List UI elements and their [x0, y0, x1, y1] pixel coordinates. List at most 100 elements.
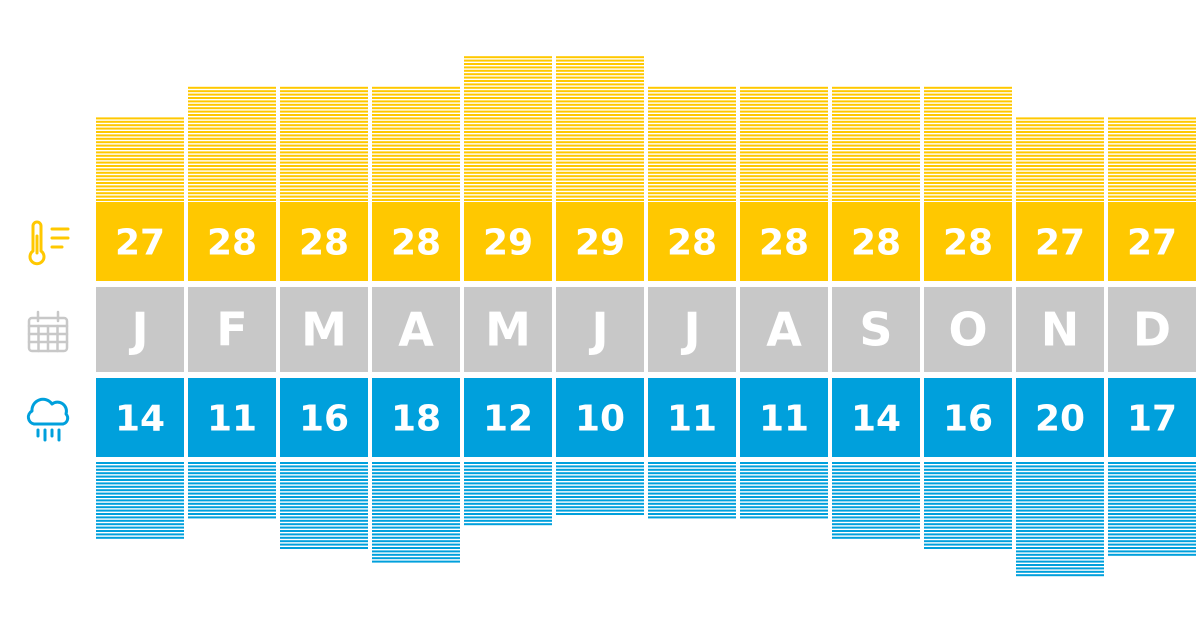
temperature-hatch: [648, 86, 736, 201]
temperature-hatch: [924, 86, 1012, 201]
precipitation-hatch: [648, 462, 736, 519]
temperature-hatch: [1016, 117, 1104, 201]
precipitation-value-label: 11: [207, 399, 257, 440]
precipitation-bar: [96, 378, 184, 457]
temperature-hatch: [372, 86, 460, 201]
precipitation-bar: [556, 378, 644, 457]
month-cell: [556, 287, 644, 372]
month-cell: [924, 287, 1012, 372]
precipitation-bar: [464, 378, 552, 457]
precipitation-value-label: 10: [575, 399, 625, 440]
thermometer-icon: [28, 220, 70, 266]
month-column: 28 J 11: [648, 86, 736, 519]
month-label: A: [766, 303, 802, 357]
month-label: M: [301, 303, 347, 357]
month-label: O: [948, 303, 987, 357]
temperature-value-label: 27: [1127, 223, 1177, 264]
precipitation-value-label: 14: [115, 399, 165, 440]
temperature-value-label: 27: [1035, 223, 1085, 264]
temperature-value-label: 29: [575, 223, 625, 264]
month-column: 27 D 17: [1108, 117, 1196, 556]
rain-cloud-icon: [26, 397, 70, 442]
month-column: 28 O 16: [924, 86, 1012, 549]
temperature-bar: [464, 202, 552, 281]
precipitation-value-label: 11: [759, 399, 809, 440]
precipitation-value-label: 18: [391, 399, 441, 440]
precipitation-value-label: 16: [299, 399, 349, 440]
temperature-bar: [1108, 202, 1196, 281]
month-column: 28 F 11: [188, 86, 276, 519]
temperature-bar: [280, 202, 368, 281]
month-label: F: [216, 303, 247, 357]
precipitation-value-label: 17: [1127, 399, 1177, 440]
precipitation-hatch: [556, 462, 644, 515]
month-column: 28 S 14: [832, 86, 920, 539]
precipitation-bar: [740, 378, 828, 457]
month-column: 28 A 11: [740, 86, 828, 519]
precipitation-bar: [280, 378, 368, 457]
month-cell: [1016, 287, 1104, 372]
temperature-value-label: 28: [851, 223, 901, 264]
month-cell: [96, 287, 184, 372]
month-label: M: [485, 303, 531, 357]
temperature-hatch: [188, 86, 276, 201]
temperature-bar: [188, 202, 276, 281]
temperature-value-label: 28: [391, 223, 441, 264]
temperature-hatch: [556, 56, 644, 201]
temperature-bar: [648, 202, 736, 281]
temperature-value-label: 29: [483, 223, 533, 264]
month-column: 27 J 14: [96, 117, 184, 539]
temperature-hatch: [96, 117, 184, 201]
precipitation-value-label: 12: [483, 399, 533, 440]
temperature-bar: [924, 202, 1012, 281]
precipitation-value-label: 20: [1035, 399, 1085, 440]
month-label: S: [859, 303, 892, 357]
month-column: 29 M 12: [464, 56, 552, 526]
month-cell: [464, 287, 552, 372]
month-label: J: [588, 303, 608, 357]
precipitation-bar: [924, 378, 1012, 457]
temperature-bar: [372, 202, 460, 281]
month-cell: [740, 287, 828, 372]
temperature-bar: [1016, 202, 1104, 281]
temperature-bar: [832, 202, 920, 281]
precipitation-hatch: [96, 462, 184, 539]
month-cell: [1108, 287, 1196, 372]
month-cell: [280, 287, 368, 372]
precipitation-hatch: [1016, 462, 1104, 577]
precipitation-hatch: [924, 462, 1012, 549]
month-column: 28 M 16: [280, 86, 368, 549]
month-column: 28 A 18: [372, 86, 460, 563]
precipitation-value-label: 11: [667, 399, 717, 440]
precipitation-hatch: [280, 462, 368, 549]
temperature-hatch: [832, 86, 920, 201]
precipitation-value-label: 16: [943, 399, 993, 440]
temperature-hatch: [280, 86, 368, 201]
month-label: N: [1041, 303, 1080, 357]
precipitation-hatch: [464, 462, 552, 526]
temperature-value-label: 28: [207, 223, 257, 264]
month-label: J: [128, 303, 148, 357]
month-label: J: [680, 303, 700, 357]
calendar-icon: [27, 310, 69, 353]
month-cell: [188, 287, 276, 372]
month-label: A: [398, 303, 434, 357]
precipitation-bar: [832, 378, 920, 457]
month-cell: [648, 287, 736, 372]
month-label: D: [1133, 303, 1171, 357]
precipitation-value-label: 14: [851, 399, 901, 440]
precipitation-bar: [188, 378, 276, 457]
precipitation-bar: [1108, 378, 1196, 457]
precipitation-hatch: [740, 462, 828, 519]
temperature-value-label: 28: [299, 223, 349, 264]
temperature-value-label: 28: [667, 223, 717, 264]
month-cell: [372, 287, 460, 372]
precipitation-hatch: [188, 462, 276, 519]
month-cell: [832, 287, 920, 372]
temperature-bar: [556, 202, 644, 281]
temperature-value-label: 28: [759, 223, 809, 264]
month-columns: 27 J 14 28 F 11 28 M 16 28 A 18 29 M 12 29 J 10 28 J 11 28 A 11…: [96, 56, 1196, 577]
precipitation-hatch: [372, 462, 460, 563]
